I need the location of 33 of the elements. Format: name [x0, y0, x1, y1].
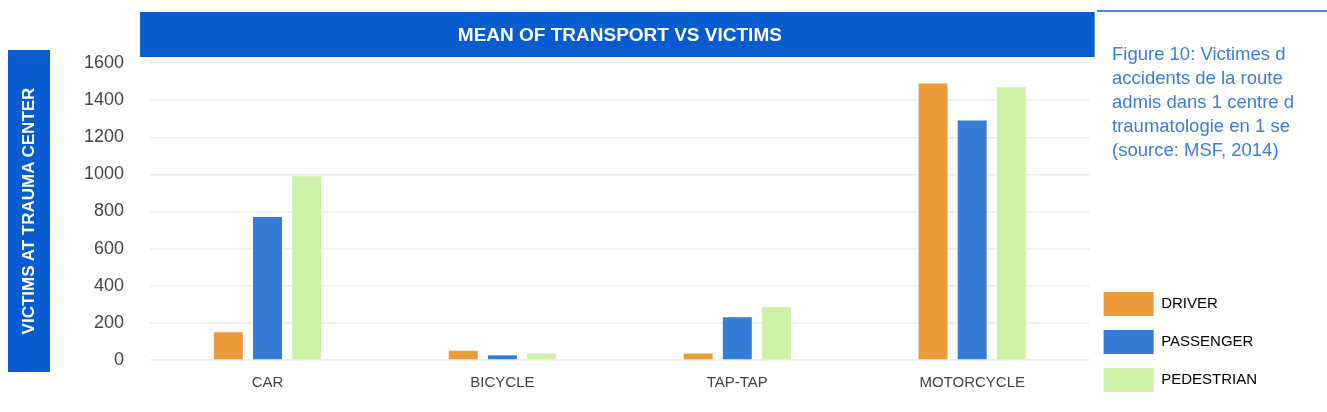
y-tick-label: 1200 — [84, 126, 125, 147]
x-tick-label: MOTORCYCLE — [919, 373, 1025, 391]
legend-label: PASSENGER — [1161, 332, 1254, 350]
y-tick-label: 1600 — [84, 51, 125, 72]
y-tick-label: 0 — [114, 348, 125, 369]
bar — [996, 87, 1026, 360]
y-tick-label: 200 — [94, 311, 125, 332]
y-tick-label: 800 — [94, 200, 125, 221]
bar — [957, 120, 987, 360]
bar — [918, 83, 948, 360]
text: (source: MSF, 2014) — [1111, 138, 1280, 162]
y-tick-label: 1000 — [84, 163, 125, 184]
x-tick-label: TAP-TAP — [706, 373, 768, 391]
bar — [722, 317, 752, 360]
text: accidents de la route — [1111, 66, 1284, 90]
bar — [253, 217, 282, 360]
legend-label: PEDESTRIAN — [1161, 370, 1258, 388]
x-tick-label: CAR — [251, 373, 284, 391]
bar — [448, 350, 478, 360]
text: admis dans 1 centre d — [1111, 90, 1296, 114]
bar — [292, 176, 322, 360]
text: traumatologie en 1 se — [1111, 114, 1291, 138]
chart-title: MEAN OF TRANSPORT VS VICTIMS — [457, 24, 782, 46]
bar — [213, 332, 243, 360]
y-axis-title: VICTIMS AT TRAUMA CENTER — [18, 87, 38, 335]
y-tick-label: 1400 — [84, 89, 125, 110]
bar — [761, 307, 791, 360]
y-tick-label: 600 — [94, 237, 125, 258]
x-tick-label: BICYCLE — [470, 373, 535, 391]
bar — [487, 355, 517, 360]
legend-label: DRIVER — [1161, 294, 1218, 312]
y-tick-label: 400 — [94, 274, 125, 295]
caption: Figure 10: Victimes d — [1111, 42, 1287, 66]
